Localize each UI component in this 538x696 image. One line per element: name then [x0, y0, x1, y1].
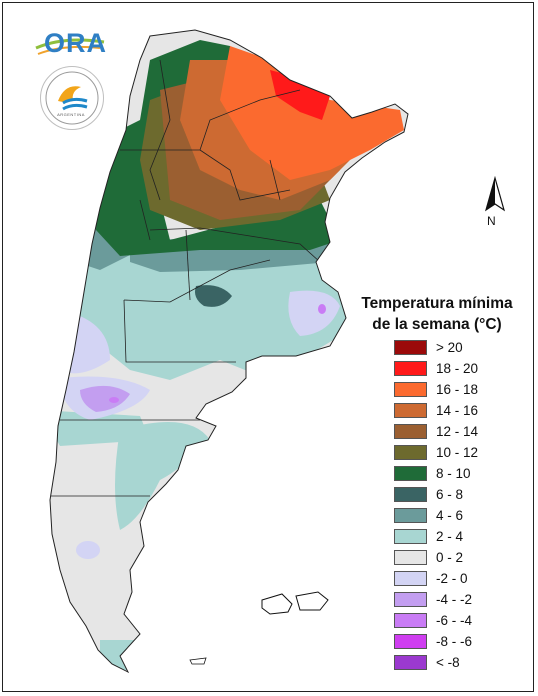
- legend-label: -6 - -4: [436, 613, 473, 628]
- legend-swatch: [394, 592, 427, 607]
- legend-title: Temperatura mínima de la semana (°C): [342, 293, 532, 335]
- legend-item: < -8: [394, 652, 514, 673]
- legend-label: -2 - 0: [436, 571, 468, 586]
- legend-item: 16 - 18: [394, 379, 514, 400]
- legend-label: 4 - 6: [436, 508, 464, 523]
- legend-item: > 20: [394, 337, 514, 358]
- legend-label: 6 - 8: [436, 487, 464, 502]
- seal-label: ARGENTINA: [57, 112, 85, 117]
- legend: > 20 18 - 20 16 - 18 14 - 16 12 - 14 10 …: [394, 337, 514, 673]
- legend-swatch: [394, 634, 427, 649]
- legend-swatch: [394, 466, 427, 481]
- seal-emblem-icon: [45, 71, 99, 125]
- legend-item: 10 - 12: [394, 442, 514, 463]
- legend-swatch: [394, 403, 427, 418]
- ora-logo-text: ORA: [44, 28, 107, 58]
- legend-swatch: [394, 508, 427, 523]
- legend-item: 18 - 20: [394, 358, 514, 379]
- legend-label: 16 - 18: [436, 382, 479, 397]
- legend-label: 10 - 12: [436, 445, 479, 460]
- legend-item: 6 - 8: [394, 484, 514, 505]
- legend-swatch: [394, 550, 427, 565]
- legend-label: -8 - -6: [436, 634, 473, 649]
- legend-swatch: [394, 655, 427, 670]
- argentina-outline: [49, 29, 409, 674]
- legend-label: 8 - 10: [436, 466, 471, 481]
- legend-item: -2 - 0: [394, 568, 514, 589]
- legend-item: 0 - 2: [394, 547, 514, 568]
- legend-swatch: [394, 424, 427, 439]
- legend-title-line2: de la semana (°C): [372, 316, 502, 333]
- legend-swatch: [394, 361, 427, 376]
- malvinas-islands: [261, 591, 329, 615]
- legend-label: > 20: [436, 340, 463, 355]
- legend-item: -4 - -2: [394, 589, 514, 610]
- legend-label: 0 - 2: [436, 550, 464, 565]
- smn-seal: [40, 66, 104, 130]
- legend-label: < -8: [436, 655, 460, 670]
- legend-swatch: [394, 613, 427, 628]
- legend-title-line1: Temperatura mínima: [361, 295, 513, 312]
- ora-logo-icon: [35, 38, 105, 55]
- legend-label: 14 - 16: [436, 403, 479, 418]
- legend-swatch: [394, 340, 427, 355]
- north-arrow-icon: [484, 176, 506, 212]
- legend-swatch: [394, 571, 427, 586]
- legend-item: 14 - 16: [394, 400, 514, 421]
- north-label: N: [487, 214, 496, 228]
- legend-item: 2 - 4: [394, 526, 514, 547]
- legend-swatch: [394, 445, 427, 460]
- legend-swatch: [394, 382, 427, 397]
- legend-item: -8 - -6: [394, 631, 514, 652]
- legend-label: 12 - 14: [436, 424, 479, 439]
- legend-item: 12 - 14: [394, 421, 514, 442]
- legend-label: -4 - -2: [436, 592, 473, 607]
- legend-swatch: [394, 529, 427, 544]
- legend-item: 8 - 10: [394, 463, 514, 484]
- legend-item: 4 - 6: [394, 505, 514, 526]
- island-fragment: [189, 657, 207, 665]
- legend-label: 18 - 20: [436, 361, 479, 376]
- legend-swatch: [394, 487, 427, 502]
- legend-item: -6 - -4: [394, 610, 514, 631]
- legend-label: 2 - 4: [436, 529, 464, 544]
